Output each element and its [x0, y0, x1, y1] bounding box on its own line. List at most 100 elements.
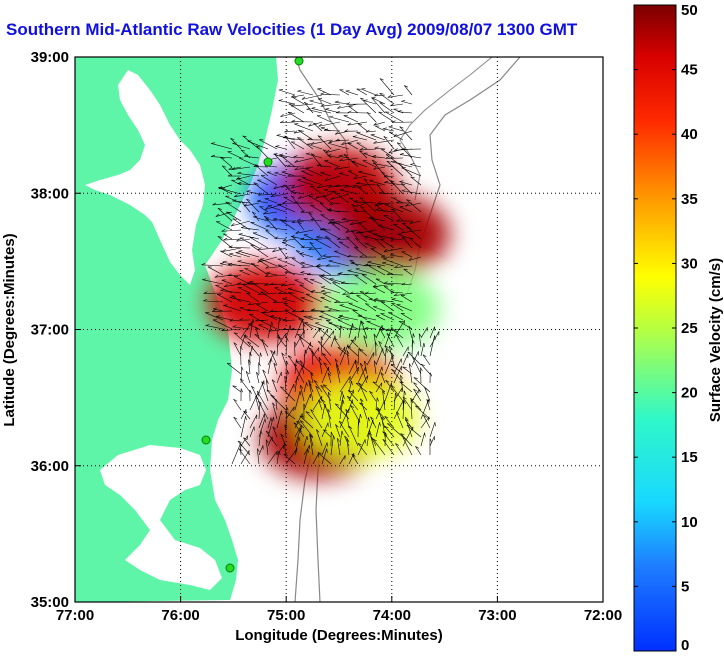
velocity-vector — [260, 320, 278, 330]
velocity-vector — [317, 135, 332, 150]
velocity-vector-head — [251, 385, 255, 389]
velocity-vector — [264, 198, 278, 204]
velocity-vector — [305, 293, 323, 303]
velocity-vector-head — [393, 293, 398, 296]
velocity-vector-head — [341, 141, 345, 145]
velocity-vector — [288, 103, 305, 114]
velocity-vector — [375, 408, 386, 420]
velocity-vector-head — [298, 436, 301, 441]
colorbar-tick-label: 0 — [681, 637, 689, 654]
velocity-vector-head — [320, 227, 325, 231]
velocity-vector — [241, 227, 260, 231]
velocity-vector — [374, 299, 395, 303]
velocity-vector — [217, 236, 233, 249]
velocity-vector-head — [356, 181, 361, 184]
velocity-vector — [231, 179, 242, 186]
velocity-vector — [240, 416, 246, 438]
velocity-vector-head — [216, 315, 221, 317]
velocity-vector — [295, 250, 305, 258]
velocity-vector — [373, 234, 395, 240]
velocity-vector-head — [335, 424, 339, 428]
velocity-vector-head — [286, 360, 289, 365]
velocity-vector-head — [383, 136, 388, 139]
velocity-vector — [211, 156, 233, 159]
velocity-vector-head — [316, 163, 321, 166]
velocity-vector-head — [409, 220, 414, 224]
velocity-vector-head — [244, 154, 248, 157]
velocity-vector — [378, 111, 395, 123]
velocity-vector — [406, 199, 422, 213]
velocity-vector — [348, 303, 368, 312]
velocity-vector-head — [308, 347, 313, 350]
velocity-vector — [240, 409, 247, 420]
velocity-vector — [429, 331, 440, 348]
velocity-vector-head — [282, 318, 287, 321]
velocity-vector — [265, 225, 287, 231]
velocity-vector-head — [359, 197, 364, 199]
velocity-vector — [353, 210, 368, 213]
velocity-vector — [330, 219, 350, 231]
velocity-vector-head — [290, 235, 295, 237]
velocity-vector-head — [363, 335, 367, 339]
velocity-vector-head — [352, 309, 357, 312]
velocity-vector-head — [389, 253, 394, 256]
velocity-vector — [348, 425, 359, 447]
velocity-vector — [393, 224, 404, 231]
velocity-vector — [256, 372, 260, 384]
velocity-vector — [323, 189, 341, 195]
velocity-vector — [385, 380, 395, 393]
velocity-vector — [230, 138, 242, 150]
velocity-vector — [249, 414, 258, 429]
velocity-vector-head — [406, 199, 411, 201]
velocity-vector-head — [357, 314, 362, 317]
velocity-vector-head — [260, 352, 262, 357]
velocity-vector — [223, 238, 242, 241]
velocity-vector — [238, 448, 251, 465]
velocity-vector-head — [318, 123, 322, 127]
velocity-vector — [382, 390, 386, 411]
velocity-vector-head — [363, 99, 368, 101]
velocity-vector — [383, 215, 395, 222]
velocity-vector — [383, 136, 395, 150]
velocity-vector — [320, 311, 341, 321]
velocity-vector-head — [272, 402, 276, 407]
velocity-vector — [319, 275, 332, 285]
velocity-vector — [265, 265, 287, 269]
velocity-vector — [256, 391, 269, 411]
velocity-vector — [232, 143, 251, 150]
velocity-vector — [272, 247, 287, 253]
velocity-vector — [280, 112, 296, 118]
velocity-vector — [356, 229, 377, 234]
velocity-vector-head — [307, 137, 312, 140]
velocity-vector-head — [310, 372, 314, 377]
velocity-vector-head — [284, 411, 289, 413]
velocity-vector-head — [263, 211, 267, 215]
velocity-vector — [300, 297, 314, 303]
velocity-vector-head — [375, 208, 380, 211]
velocity-vector — [373, 163, 395, 168]
velocity-vector-head — [355, 359, 358, 364]
velocity-vector — [411, 339, 413, 357]
velocity-vector — [249, 281, 269, 294]
velocity-vector-head — [295, 230, 300, 234]
velocity-vector — [312, 327, 321, 339]
velocity-vector-head — [309, 242, 314, 245]
velocity-vector — [400, 295, 413, 303]
velocity-vector — [388, 126, 404, 132]
velocity-vector-head — [349, 291, 354, 294]
velocity-vector-head — [299, 252, 305, 254]
velocity-vector-head — [233, 416, 238, 420]
velocity-vector-head — [351, 230, 355, 233]
velocity-vector — [339, 376, 351, 393]
velocity-vector-head — [402, 236, 406, 239]
velocity-vector — [401, 283, 413, 286]
velocity-vector-head — [317, 347, 320, 352]
velocity-vector — [339, 173, 350, 177]
velocity-vector — [368, 299, 386, 303]
velocity-vector-head — [403, 400, 406, 405]
colorbar-tick-label: 45 — [681, 62, 698, 79]
velocity-vector-head — [238, 448, 243, 451]
velocity-vector-head — [299, 415, 304, 418]
velocity-vector — [309, 433, 314, 456]
velocity-vector-head — [321, 286, 326, 288]
